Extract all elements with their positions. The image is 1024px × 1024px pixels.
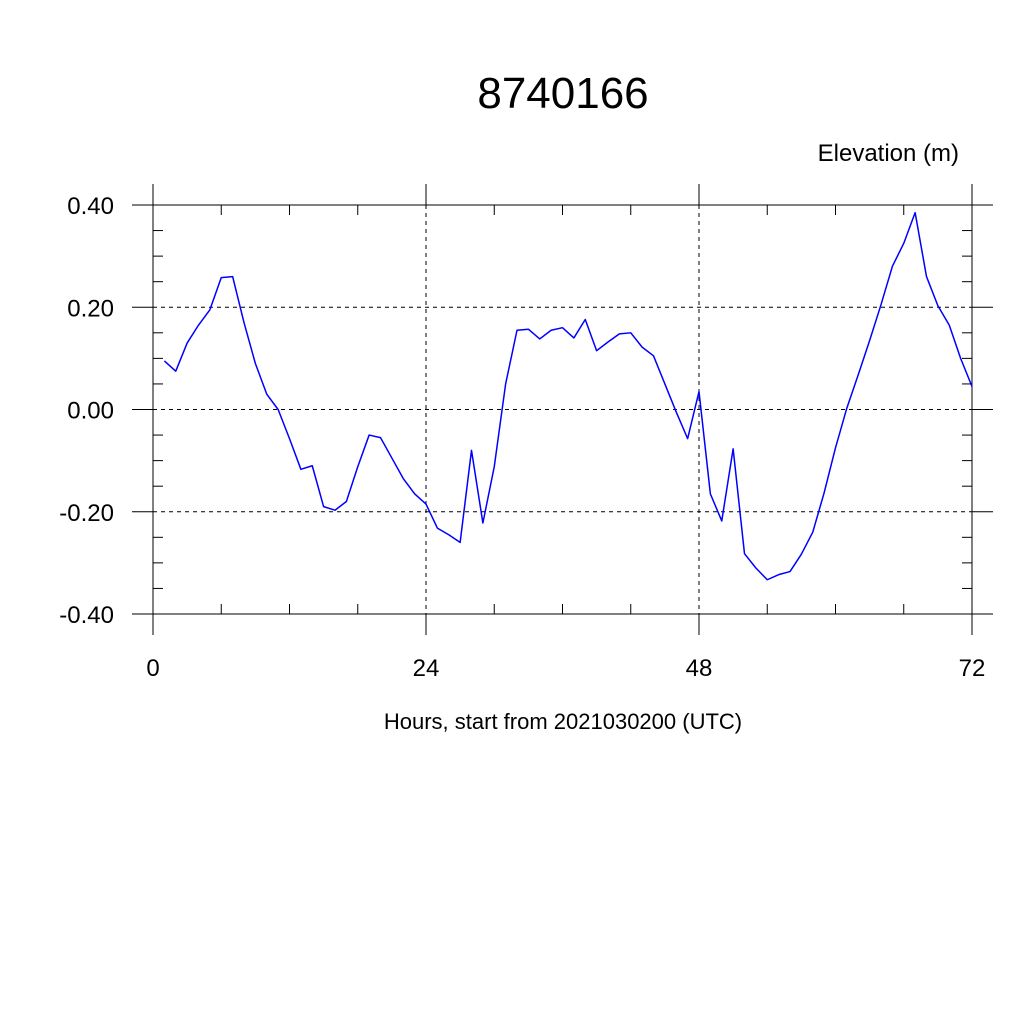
y-tick-label: 0.20 [67,295,114,322]
x-tick-label: 24 [413,655,440,682]
y-axis-label: Elevation (m) [818,140,959,167]
x-tick-label: 48 [686,655,713,682]
minor-ticks [153,205,972,614]
x-tick-label: 72 [959,655,986,682]
plot-frame [152,204,973,615]
grid-lines [152,204,973,615]
y-tick-labels: -0.40 -0.20 0.00 0.20 0.40 [59,193,114,629]
x-tick-label: 0 [146,655,159,682]
x-axis-label: Hours, start from 2021030200 (UTC) [384,709,742,734]
y-tick-label: 0.00 [67,398,114,425]
y-tick-label: -0.20 [59,500,114,527]
series-line [163,211,973,581]
series-layer [163,211,973,581]
y-tick-label: -0.40 [59,602,114,629]
y-tick-label: 0.40 [67,193,114,220]
plot-border [152,204,973,615]
major-ticks [132,184,993,635]
chart-title: 8740166 [477,69,648,118]
x-tick-labels: 0 24 48 72 [146,655,985,682]
